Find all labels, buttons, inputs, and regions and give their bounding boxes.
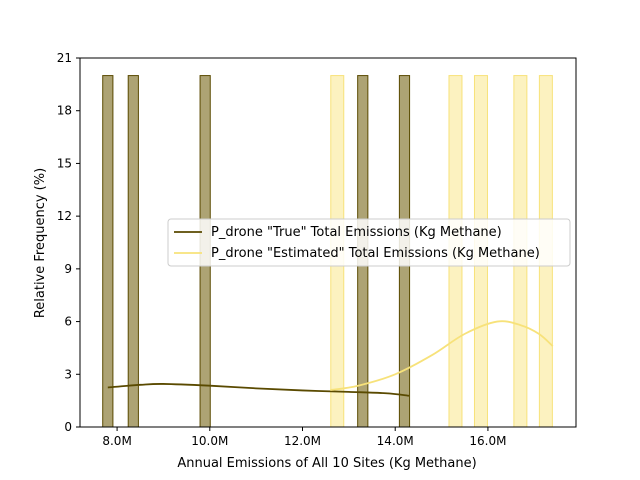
x-tick-label: 10.0M <box>191 434 228 448</box>
kde-line-series-2 <box>330 320 554 391</box>
y-tick-label: 12 <box>57 209 72 223</box>
y-tick-label: 6 <box>64 315 72 329</box>
legend-box <box>167 218 571 267</box>
y-tick-label: 15 <box>57 156 72 170</box>
x-tick-label: 16.0M <box>469 434 506 448</box>
legend-label-series-2: P_drone "Estimated" Total Emissions (Kg … <box>211 246 540 261</box>
y-tick-label: 9 <box>64 262 72 276</box>
y-tick-label: 3 <box>64 367 72 381</box>
axes-frame <box>79 57 577 428</box>
kde-line-series-1 <box>107 383 410 397</box>
y-tick-label: 21 <box>57 51 72 65</box>
x-tick-label: 14.0M <box>377 434 414 448</box>
legend-label-series-1: P_drone "True" Total Emissions (Kg Metha… <box>211 225 502 240</box>
y-axis-label: Relative Frequency (%) <box>33 168 48 318</box>
x-axis: 8.0M 10.0M 12.0M 14.0M 16.0M <box>102 427 506 448</box>
x-tick-label: 8.0M <box>102 434 131 448</box>
legend: P_drone "True" Total Emissions (Kg Metha… <box>167 218 571 267</box>
y-axis: 0 3 6 9 12 15 18 21 <box>57 51 80 434</box>
y-tick-label: 0 <box>64 420 72 434</box>
y-tick-label: 18 <box>57 104 72 118</box>
x-axis-label: Annual Emissions of All 10 Sites (Kg Met… <box>177 456 476 471</box>
histogram-bar-series-1-2 <box>127 75 139 428</box>
histogram-bar-series-1-1 <box>102 75 114 428</box>
x-tick-label: 12.0M <box>284 434 321 448</box>
